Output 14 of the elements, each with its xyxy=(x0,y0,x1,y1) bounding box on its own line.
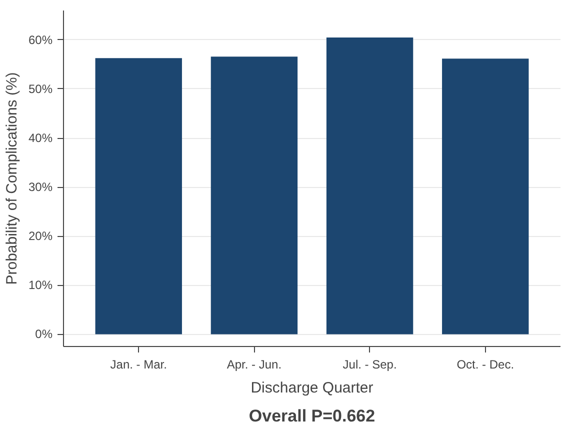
y-tick-label: 10% xyxy=(28,278,53,292)
x-tick-label: Jan. - Mar. xyxy=(110,358,167,372)
x-tick-label: Oct. - Dec. xyxy=(456,358,514,372)
x-axis-title: Discharge Quarter xyxy=(250,380,374,396)
y-axis-title: Probability of Complications (%) xyxy=(3,72,20,285)
y-tick-label: 40% xyxy=(28,131,53,146)
y-tick-label: 60% xyxy=(28,32,53,47)
y-tick-label: 30% xyxy=(28,180,53,194)
x-tick-label: Jul. - Sep. xyxy=(342,358,397,372)
x-tick-label: Apr. - Jun. xyxy=(226,358,282,372)
text: Overall P=0.662 xyxy=(248,406,376,426)
y-tick-label: 50% xyxy=(28,82,53,96)
y-tick-label: 20% xyxy=(28,229,53,244)
y-tick-label: 0% xyxy=(35,327,53,342)
